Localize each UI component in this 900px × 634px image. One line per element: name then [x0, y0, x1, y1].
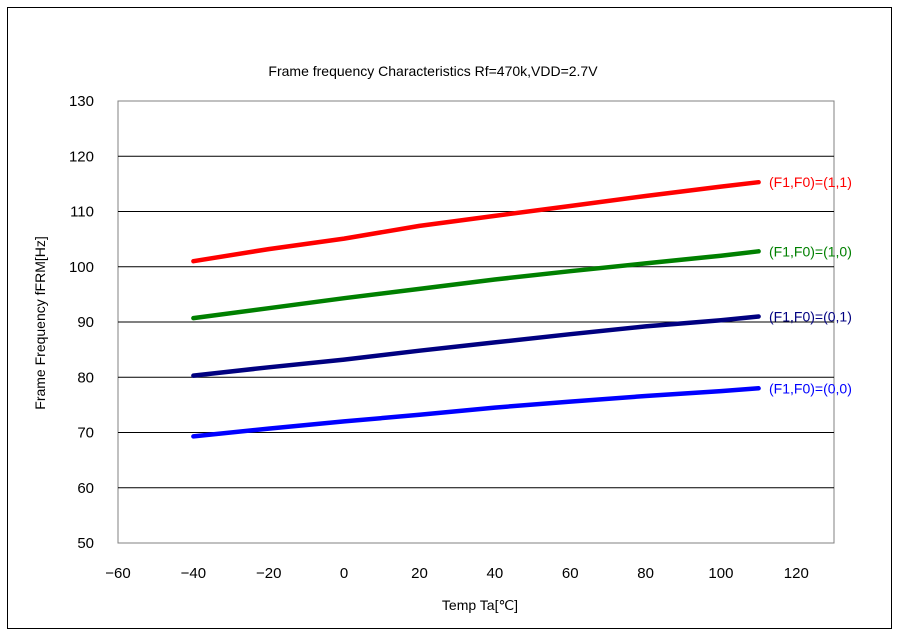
- series-label: (F1,F0)=(1,0): [769, 243, 852, 259]
- y-tick-label: 120: [69, 148, 94, 165]
- x-tick-label: −40: [181, 565, 206, 582]
- x-tick-label: 20: [411, 565, 428, 582]
- x-tick-label: 40: [486, 565, 503, 582]
- y-axis-label: Frame Frequency fFRM[Hz]: [32, 236, 48, 409]
- series-line: [191, 249, 761, 321]
- series-labels: (F1,F0)=(1,1) (F1,F0)=(1,0) (F1,F0)=(0,1) (…: [769, 174, 852, 396]
- series-line: [191, 314, 761, 378]
- series-label: (F1,F0)=(0,0): [769, 380, 852, 396]
- x-tick-label: 80: [637, 565, 654, 582]
- y-tick-label: 90: [77, 314, 94, 331]
- x-tick-label: 120: [784, 565, 809, 582]
- y-tick-label: 130: [69, 93, 94, 110]
- y-tick-labels: 50 60 70 80 90 100 110 120 130: [69, 93, 94, 552]
- series-label: (F1,F0)=(1,1): [769, 174, 852, 190]
- y-tick-label: 110: [70, 204, 94, 221]
- chart-title: Frame frequency Characteristics Rf=470k,…: [268, 63, 598, 79]
- x-tick-label: 0: [340, 565, 348, 582]
- x-axis-label: Temp Ta[℃]: [442, 597, 518, 613]
- y-tick-label: 50: [77, 535, 94, 552]
- series-label: (F1,F0)=(0,1): [769, 308, 852, 324]
- x-tick-label: 60: [562, 565, 579, 582]
- series-line: [191, 179, 761, 264]
- y-tick-label: 60: [77, 480, 94, 497]
- x-tick-label: −20: [256, 565, 281, 582]
- x-tick-label: 100: [708, 565, 733, 582]
- series-line: [191, 386, 761, 439]
- y-tick-label: 80: [77, 369, 94, 386]
- y-tick-label: 70: [77, 425, 94, 442]
- x-tick-labels: −60 −40 −20 0 20 40 60 80 100 120: [105, 565, 809, 582]
- series-lines: [191, 179, 761, 439]
- y-tick-label: 100: [69, 259, 94, 276]
- x-tick-label: −60: [105, 565, 130, 582]
